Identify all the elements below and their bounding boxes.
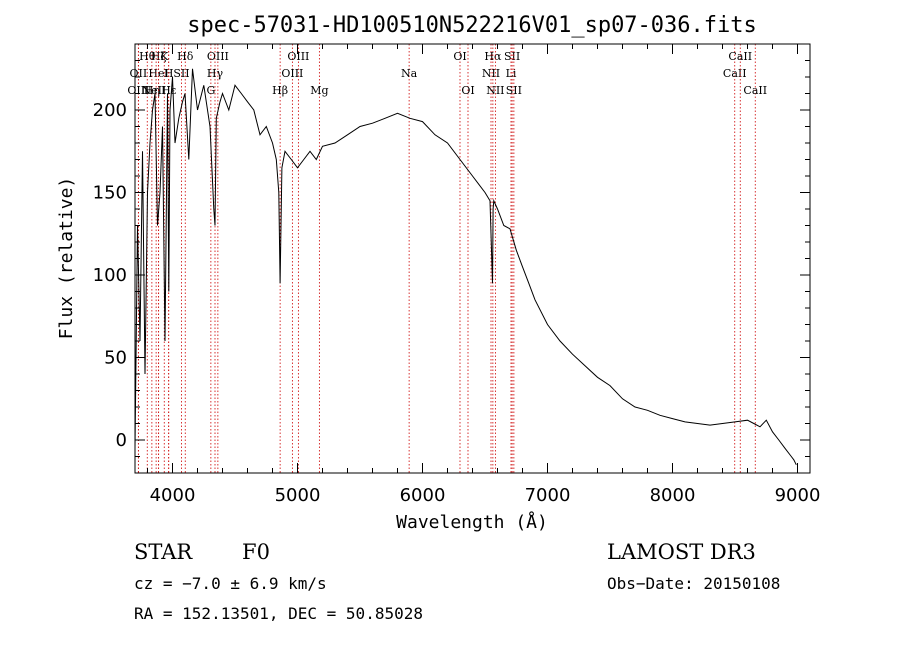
line-label-24: NII — [486, 84, 504, 97]
line-label-16: OIII — [281, 67, 303, 80]
y-tick-label-0: 0 — [116, 430, 127, 451]
object-class: STAR — [134, 540, 193, 564]
line-label-6: K — [160, 50, 169, 63]
y-tick-label-3: 150 — [93, 183, 127, 204]
x-axis: 4000 5000 6000 7000 8000 9000 — [147, 44, 821, 506]
object-subclass: F0 — [242, 540, 270, 564]
line-label-2: OIII — [127, 84, 149, 97]
line-label-19: Na — [401, 67, 418, 80]
line-label-11: Hε — [161, 84, 177, 97]
line-label-12: OIII — [207, 50, 229, 63]
y-tick-label-2: 100 — [93, 265, 127, 286]
line-label-10: Hδ — [177, 50, 194, 63]
chart-title: spec-57031-HD100510N522216V01_sp07-036.f… — [187, 13, 757, 38]
line-label-5: HeI — [148, 67, 168, 80]
spectrum-line — [134, 68, 797, 466]
survey-name: LAMOST DR3 — [607, 540, 756, 564]
line-label-20: OI — [453, 50, 466, 63]
y-axis-label: Flux (relative) — [56, 177, 77, 340]
line-label-22: Hα — [484, 50, 502, 63]
obs-date: Obs−Date: 20150108 — [607, 574, 781, 593]
y-axis: 0 50 100 150 200 — [93, 60, 810, 457]
line-label-13: Hγ — [207, 67, 224, 80]
x-axis-label: Wavelength (Å) — [396, 511, 548, 533]
line-label-27: SII — [506, 84, 522, 97]
x-tick-label-3: 7000 — [525, 485, 571, 506]
line-label-26: Li — [506, 67, 517, 80]
x-tick-label-1: 5000 — [275, 485, 321, 506]
x-tick-label-4: 8000 — [650, 485, 696, 506]
line-label-25: SII — [504, 50, 520, 63]
redshift-readout: cz = −7.0 ± 6.9 km/s — [134, 574, 327, 593]
line-label-14: G — [206, 84, 215, 97]
x-tick-label-5: 9000 — [775, 485, 821, 506]
line-label-15: Hβ — [272, 84, 288, 97]
plot-frame — [134, 43, 811, 474]
x-tick-label-2: 6000 — [400, 485, 446, 506]
line-label-30: CaII — [743, 84, 767, 97]
line-label-17: OIII — [287, 50, 309, 63]
line-label-23: NII — [482, 67, 500, 80]
line-label-9: SII — [173, 67, 189, 80]
line-label-7: NeIII — [142, 84, 171, 97]
y-tick-label-1: 50 — [104, 348, 127, 369]
y-tick-label-4: 200 — [93, 100, 127, 121]
line-label-29: CaII — [728, 50, 752, 63]
line-label-18: Mg — [310, 84, 328, 97]
coordinates: RA = 152.13501, DEC = 50.85028 — [134, 604, 423, 623]
x-tick-label-0: 4000 — [150, 485, 196, 506]
line-label-4: Hζ — [151, 50, 167, 63]
line-label-21: OI — [461, 84, 474, 97]
line-label-28: CaII — [723, 67, 747, 80]
line-label-0: Hθ — [139, 50, 156, 63]
